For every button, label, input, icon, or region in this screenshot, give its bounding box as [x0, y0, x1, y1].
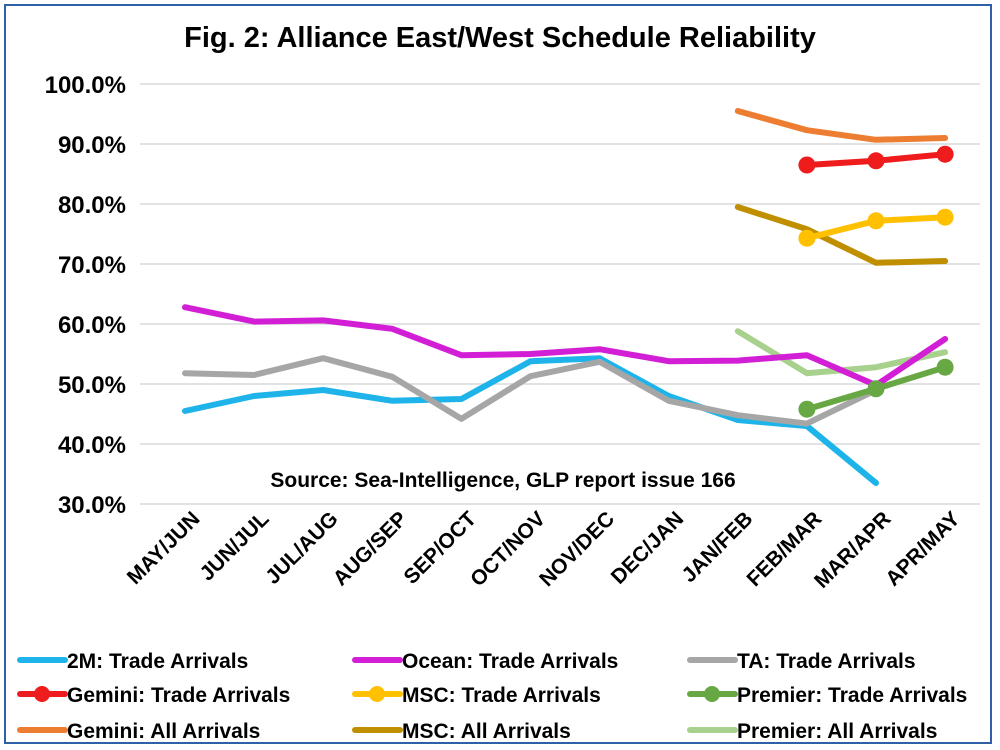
- legend: 2M: Trade Arrivals Ocean: Trade Arrivals T…: [17, 650, 967, 743]
- series-6: [734, 108, 949, 143]
- legend-label: Ocean: Trade Arrivals: [402, 650, 618, 673]
- series-line: [182, 355, 879, 427]
- legend-item: Ocean: Trade Arrivals: [352, 650, 618, 673]
- series-3: [798, 145, 954, 174]
- series-0: [182, 355, 879, 486]
- x-tick-label: DEC/JAN: [607, 507, 688, 588]
- chart-frame: [4, 4, 992, 744]
- x-tick-label: NOV/DEC: [535, 507, 619, 591]
- y-tick-label: 50.0%: [58, 372, 126, 399]
- legend-item: Premier: Trade Arrivals: [687, 684, 967, 707]
- legend-marker: [34, 686, 50, 702]
- series-1: [182, 304, 949, 389]
- legend-label: MSC: All Arrivals: [402, 720, 571, 743]
- y-tick-label: 90.0%: [58, 132, 126, 159]
- legend-label: TA: Trade Arrivals: [737, 650, 916, 673]
- data-point: [798, 156, 816, 174]
- legend-label: Gemini: Trade Arrivals: [67, 684, 290, 707]
- legend-item: 2M: Trade Arrivals: [17, 650, 248, 673]
- data-point: [867, 152, 885, 170]
- x-tick-label: AUG/SEP: [329, 507, 412, 590]
- legend-marker: [369, 686, 385, 702]
- data-point: [936, 358, 954, 376]
- legend-item: MSC: All Arrivals: [352, 720, 571, 743]
- series-8: [734, 328, 949, 377]
- legend-label: 2M: Trade Arrivals: [67, 650, 248, 673]
- legend-label: Premier: Trade Arrivals: [737, 684, 967, 707]
- x-tick-label: MAY/JUN: [123, 507, 205, 589]
- series-line: [734, 108, 949, 143]
- y-tick-label: 70.0%: [58, 252, 126, 279]
- series-7: [734, 204, 949, 266]
- legend-label: Premier: All Arrivals: [737, 720, 937, 743]
- y-tick-label: 60.0%: [58, 312, 126, 339]
- series-2: [182, 355, 879, 427]
- legend-item: TA: Trade Arrivals: [687, 650, 916, 673]
- series-line: [734, 328, 949, 377]
- data-point: [867, 212, 885, 230]
- legend-label: MSC: Trade Arrivals: [402, 684, 601, 707]
- series-line: [734, 204, 949, 266]
- chart-title: Fig. 2: Alliance East/West Schedule Reli…: [184, 22, 816, 54]
- series-4: [798, 208, 954, 247]
- y-tick-label: 80.0%: [58, 192, 126, 219]
- data-point: [936, 208, 954, 226]
- data-point: [798, 400, 816, 418]
- legend-item: Gemini: All Arrivals: [17, 720, 260, 743]
- x-tick-label: APR/MAY: [881, 507, 964, 590]
- series-line: [182, 355, 879, 486]
- series-5: [798, 358, 954, 418]
- x-tick-label: OCT/NOV: [466, 507, 550, 591]
- legend-label: Gemini: All Arrivals: [67, 720, 260, 743]
- gridlines: [140, 83, 980, 505]
- series-line: [182, 304, 949, 389]
- legend-item: MSC: Trade Arrivals: [352, 684, 601, 707]
- y-tick-label: 30.0%: [58, 492, 126, 519]
- data-point: [936, 145, 954, 163]
- y-axis-tick-labels: 30.0% 40.0% 50.0% 60.0% 70.0% 80.0% 90.0% 100.0…: [45, 72, 126, 519]
- data-point: [798, 229, 816, 247]
- data-point: [867, 380, 885, 398]
- y-tick-label: 40.0%: [58, 432, 126, 459]
- legend-item: Premier: All Arrivals: [687, 720, 937, 743]
- legend-marker: [704, 686, 720, 702]
- legend-item: Gemini: Trade Arrivals: [17, 684, 290, 707]
- series-lines: [182, 108, 954, 486]
- source-annotation: Source: Sea-Intelligence, GLP report iss…: [270, 469, 735, 492]
- y-tick-label: 100.0%: [45, 72, 126, 99]
- x-axis-tick-labels: MAY/JUNJUN/JULJUL/AUGAUG/SEPSEP/OCTOCT/N…: [123, 507, 965, 593]
